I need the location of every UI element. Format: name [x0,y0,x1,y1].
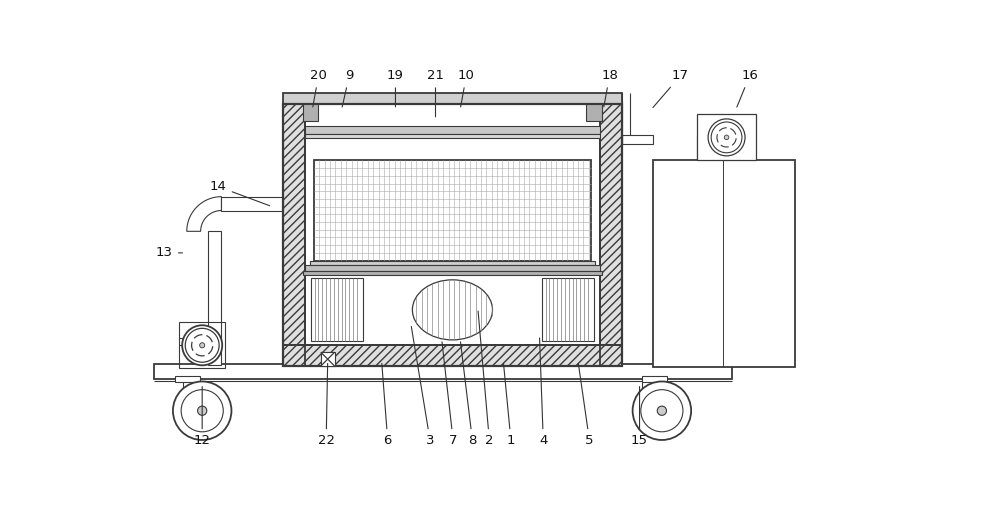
Bar [283,104,622,366]
Text: 4: 4 [539,338,547,447]
Bar [600,104,622,366]
Bar [305,134,600,138]
Circle shape [200,343,205,348]
Bar [179,322,225,368]
Text: 13: 13 [156,246,182,260]
Polygon shape [187,197,221,231]
Text: 6: 6 [382,363,392,447]
Bar [305,265,600,271]
Circle shape [198,406,207,415]
Circle shape [633,381,691,440]
Text: 10: 10 [458,69,475,107]
Text: 18: 18 [601,69,618,107]
Bar [154,364,732,379]
Text: 7: 7 [442,342,457,447]
Circle shape [181,390,223,432]
Text: 1: 1 [504,363,515,447]
Text: 5: 5 [578,363,594,447]
Bar [697,114,756,160]
Ellipse shape [412,280,492,340]
Text: 19: 19 [387,69,404,107]
Bar [310,261,595,265]
Circle shape [173,381,231,440]
Bar [183,379,192,395]
Bar [305,126,600,134]
Text: 15: 15 [631,386,648,447]
Text: 12: 12 [194,386,211,447]
Bar [586,104,602,121]
Text: 8: 8 [460,342,477,447]
Circle shape [711,122,742,153]
Bar [283,104,305,366]
Circle shape [724,135,729,140]
Text: 16: 16 [737,69,758,107]
Text: 22: 22 [318,363,335,447]
Bar [283,345,622,366]
Circle shape [185,328,219,362]
Text: 14: 14 [210,180,270,206]
Text: 9: 9 [342,69,353,107]
Bar [283,345,622,366]
Bar [283,104,305,366]
Bar [642,379,651,395]
Text: 21: 21 [427,69,444,117]
Circle shape [182,325,222,365]
Bar [653,160,795,367]
Bar [321,352,335,366]
Text: 20: 20 [310,69,327,107]
Circle shape [708,119,745,156]
Bar [303,271,602,275]
Bar [642,376,666,382]
Bar [175,376,200,382]
Bar [221,197,283,211]
Bar [542,278,594,342]
Circle shape [641,390,683,432]
Bar [314,160,591,261]
Circle shape [657,406,666,415]
Bar [311,278,363,342]
Text: 17: 17 [653,69,689,107]
Text: 3: 3 [411,327,434,447]
Text: 2: 2 [478,311,494,447]
Bar [208,231,221,365]
Bar [283,93,622,104]
Bar [622,135,653,144]
Bar [600,104,622,366]
Bar [303,104,318,121]
